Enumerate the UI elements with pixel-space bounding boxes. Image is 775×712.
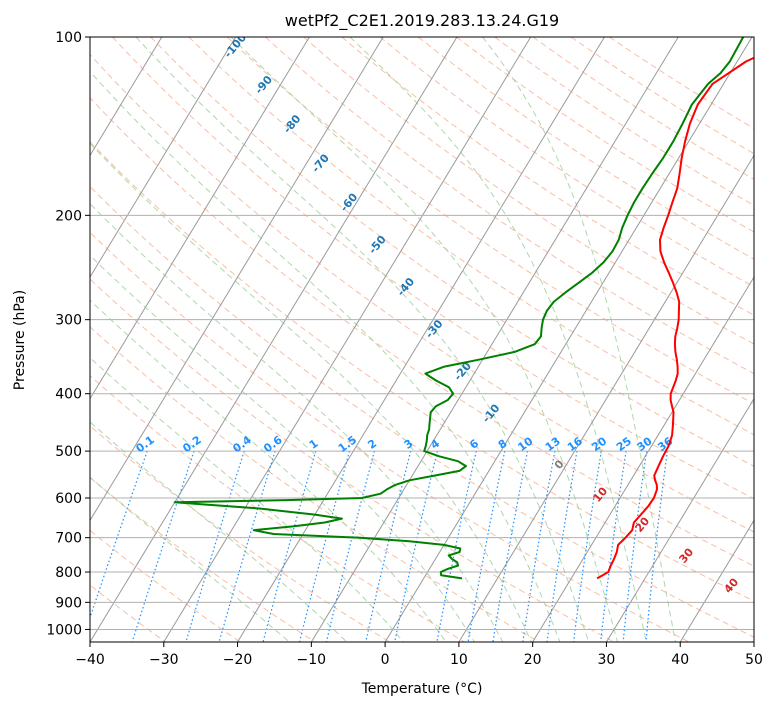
x-tick-label: −40 [75, 652, 105, 668]
y-tick-label: 1000 [46, 622, 82, 638]
x-tick-label: −10 [297, 652, 327, 668]
chart-title: wetPf2_C2E1.2019.283.13.24.G19 [285, 11, 559, 31]
y-tick-label: 700 [55, 531, 82, 547]
x-tick-label: 30 [598, 652, 616, 668]
x-tick-label: 0 [381, 652, 390, 668]
x-tick-label: 50 [745, 652, 763, 668]
y-tick-label: 300 [55, 313, 82, 329]
y-tick-label: 800 [55, 565, 82, 581]
x-tick-label: 40 [671, 652, 689, 668]
y-tick-label: 100 [55, 30, 82, 46]
x-tick-label: 20 [524, 652, 542, 668]
x-axis-title: Temperature (°C) [361, 681, 483, 697]
y-tick-label: 500 [55, 444, 82, 460]
x-tick-label: 10 [450, 652, 468, 668]
x-tick-label: −20 [223, 652, 253, 668]
y-tick-label: 400 [55, 387, 82, 403]
y-tick-label: 200 [55, 208, 82, 224]
x-tick-label: −30 [149, 652, 179, 668]
y-tick-label: 900 [55, 595, 82, 611]
y-axis-title: Pressure (hPa) [12, 290, 28, 390]
y-tick-label: 600 [55, 491, 82, 507]
